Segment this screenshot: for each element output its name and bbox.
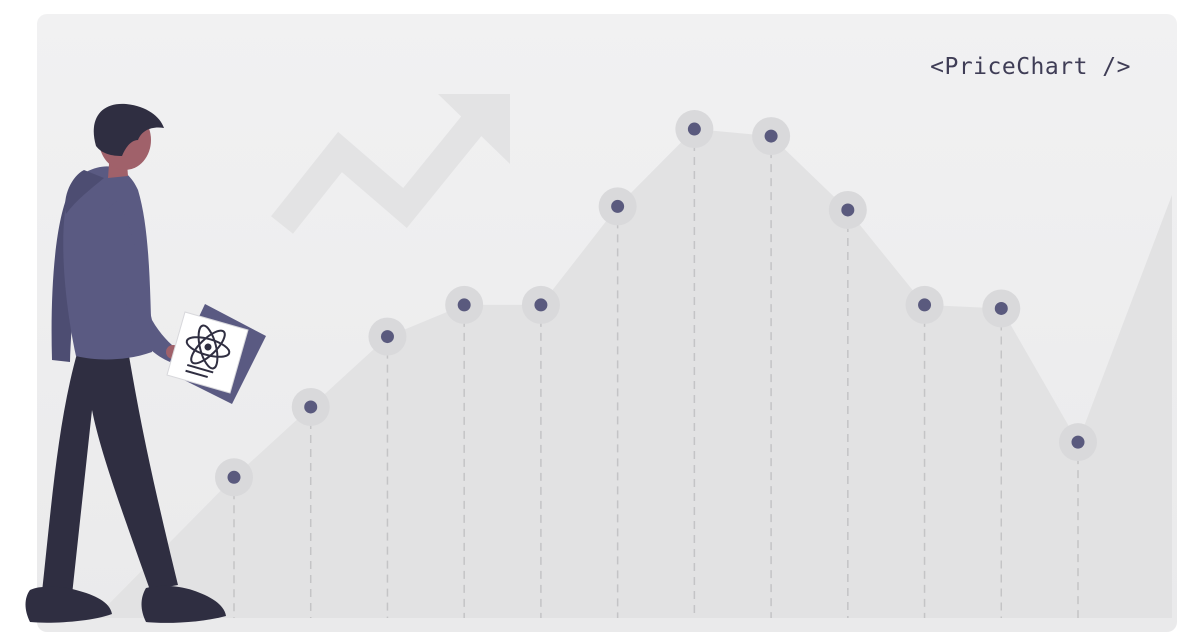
chart-point bbox=[227, 470, 241, 484]
chart-point bbox=[764, 129, 778, 143]
chart-point bbox=[534, 298, 548, 312]
chart-point bbox=[918, 298, 932, 312]
chart-point bbox=[380, 330, 394, 344]
chart-points bbox=[215, 110, 1097, 497]
trend-up-arrow-icon bbox=[271, 94, 510, 234]
chart-drop-lines bbox=[233, 143, 1079, 618]
chart-point bbox=[457, 298, 471, 312]
component-label: <PriceChart /> bbox=[930, 54, 1131, 80]
chart-point bbox=[994, 301, 1008, 315]
chart-area-fill bbox=[95, 129, 1172, 618]
chart-point bbox=[611, 199, 625, 213]
react-logo-document-icon bbox=[166, 304, 266, 404]
chart-point bbox=[687, 122, 701, 136]
chart-point bbox=[304, 400, 318, 414]
chart-point bbox=[841, 203, 855, 217]
chart-area bbox=[95, 129, 1172, 618]
person-walking-icon bbox=[25, 103, 226, 623]
chart-point bbox=[1071, 435, 1085, 449]
